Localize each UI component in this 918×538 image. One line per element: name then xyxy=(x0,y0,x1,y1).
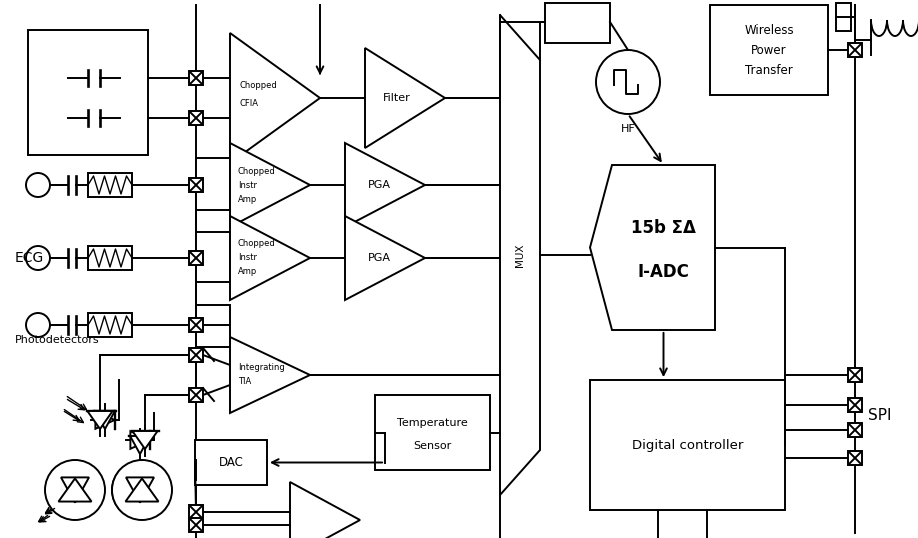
Polygon shape xyxy=(95,411,115,429)
Polygon shape xyxy=(590,165,715,330)
Circle shape xyxy=(26,313,50,337)
Polygon shape xyxy=(126,478,159,501)
Circle shape xyxy=(47,462,103,518)
Polygon shape xyxy=(87,411,113,429)
Bar xyxy=(848,398,862,412)
Bar xyxy=(88,173,132,197)
Bar xyxy=(375,395,490,470)
Text: Chopped: Chopped xyxy=(238,239,275,249)
Text: 15b ΣΔ: 15b ΣΔ xyxy=(631,219,696,237)
Circle shape xyxy=(112,460,172,520)
Bar xyxy=(189,251,203,265)
Polygon shape xyxy=(230,33,320,163)
Bar xyxy=(848,368,862,382)
Text: MUX: MUX xyxy=(515,243,525,267)
Bar xyxy=(28,30,148,155)
Bar xyxy=(189,178,203,192)
Text: TIA: TIA xyxy=(238,378,252,386)
Polygon shape xyxy=(230,337,310,413)
Polygon shape xyxy=(132,431,158,449)
Polygon shape xyxy=(345,143,425,227)
Polygon shape xyxy=(130,431,150,449)
Polygon shape xyxy=(126,477,154,502)
Polygon shape xyxy=(500,15,540,495)
Text: Sensor: Sensor xyxy=(413,441,452,451)
Polygon shape xyxy=(230,216,310,300)
Text: PGA: PGA xyxy=(368,253,391,263)
Bar xyxy=(545,3,610,43)
Polygon shape xyxy=(230,143,310,227)
Bar xyxy=(88,313,132,337)
Text: Transfer: Transfer xyxy=(745,63,793,76)
Bar xyxy=(590,380,785,510)
Text: Instr: Instr xyxy=(238,253,257,263)
Bar xyxy=(196,232,230,282)
Bar xyxy=(189,318,203,332)
Text: Amp: Amp xyxy=(238,195,257,203)
Text: ECG: ECG xyxy=(15,251,44,265)
Text: Photodetectors: Photodetectors xyxy=(15,335,100,345)
Bar xyxy=(189,518,203,532)
Text: DAC: DAC xyxy=(218,456,243,469)
Circle shape xyxy=(45,460,105,520)
Text: CFIA: CFIA xyxy=(240,98,259,108)
Text: Amp: Amp xyxy=(238,267,257,277)
Text: PGA: PGA xyxy=(368,180,391,190)
Text: Temperature: Temperature xyxy=(397,419,468,428)
Text: Chopped: Chopped xyxy=(240,81,278,90)
Text: Chopped: Chopped xyxy=(238,166,275,175)
Bar xyxy=(195,440,267,485)
Polygon shape xyxy=(130,436,150,454)
Text: Integrating: Integrating xyxy=(238,364,285,372)
Bar xyxy=(189,388,203,402)
Text: I-ADC: I-ADC xyxy=(638,263,689,281)
Bar xyxy=(848,423,862,437)
Bar xyxy=(88,246,132,270)
Text: HF: HF xyxy=(621,124,635,134)
Circle shape xyxy=(112,462,168,518)
Bar xyxy=(848,451,862,465)
Text: Instr: Instr xyxy=(238,181,257,189)
Bar xyxy=(836,3,851,31)
Polygon shape xyxy=(345,216,425,300)
Polygon shape xyxy=(365,48,445,148)
Text: SPI: SPI xyxy=(868,407,891,422)
Text: Power: Power xyxy=(751,44,787,56)
Polygon shape xyxy=(59,478,92,501)
Bar xyxy=(189,348,203,362)
Bar xyxy=(710,5,828,95)
Bar xyxy=(189,505,203,519)
Circle shape xyxy=(596,50,660,114)
Bar xyxy=(196,158,230,210)
Polygon shape xyxy=(290,482,360,538)
Bar xyxy=(189,111,203,125)
Circle shape xyxy=(26,246,50,270)
Bar xyxy=(196,305,230,347)
Text: Filter: Filter xyxy=(383,93,410,103)
Text: Wireless: Wireless xyxy=(744,24,794,37)
Polygon shape xyxy=(95,411,115,429)
Bar xyxy=(848,43,862,57)
Text: Digital controller: Digital controller xyxy=(632,438,744,451)
Bar xyxy=(189,71,203,85)
Polygon shape xyxy=(61,477,89,502)
Circle shape xyxy=(26,173,50,197)
